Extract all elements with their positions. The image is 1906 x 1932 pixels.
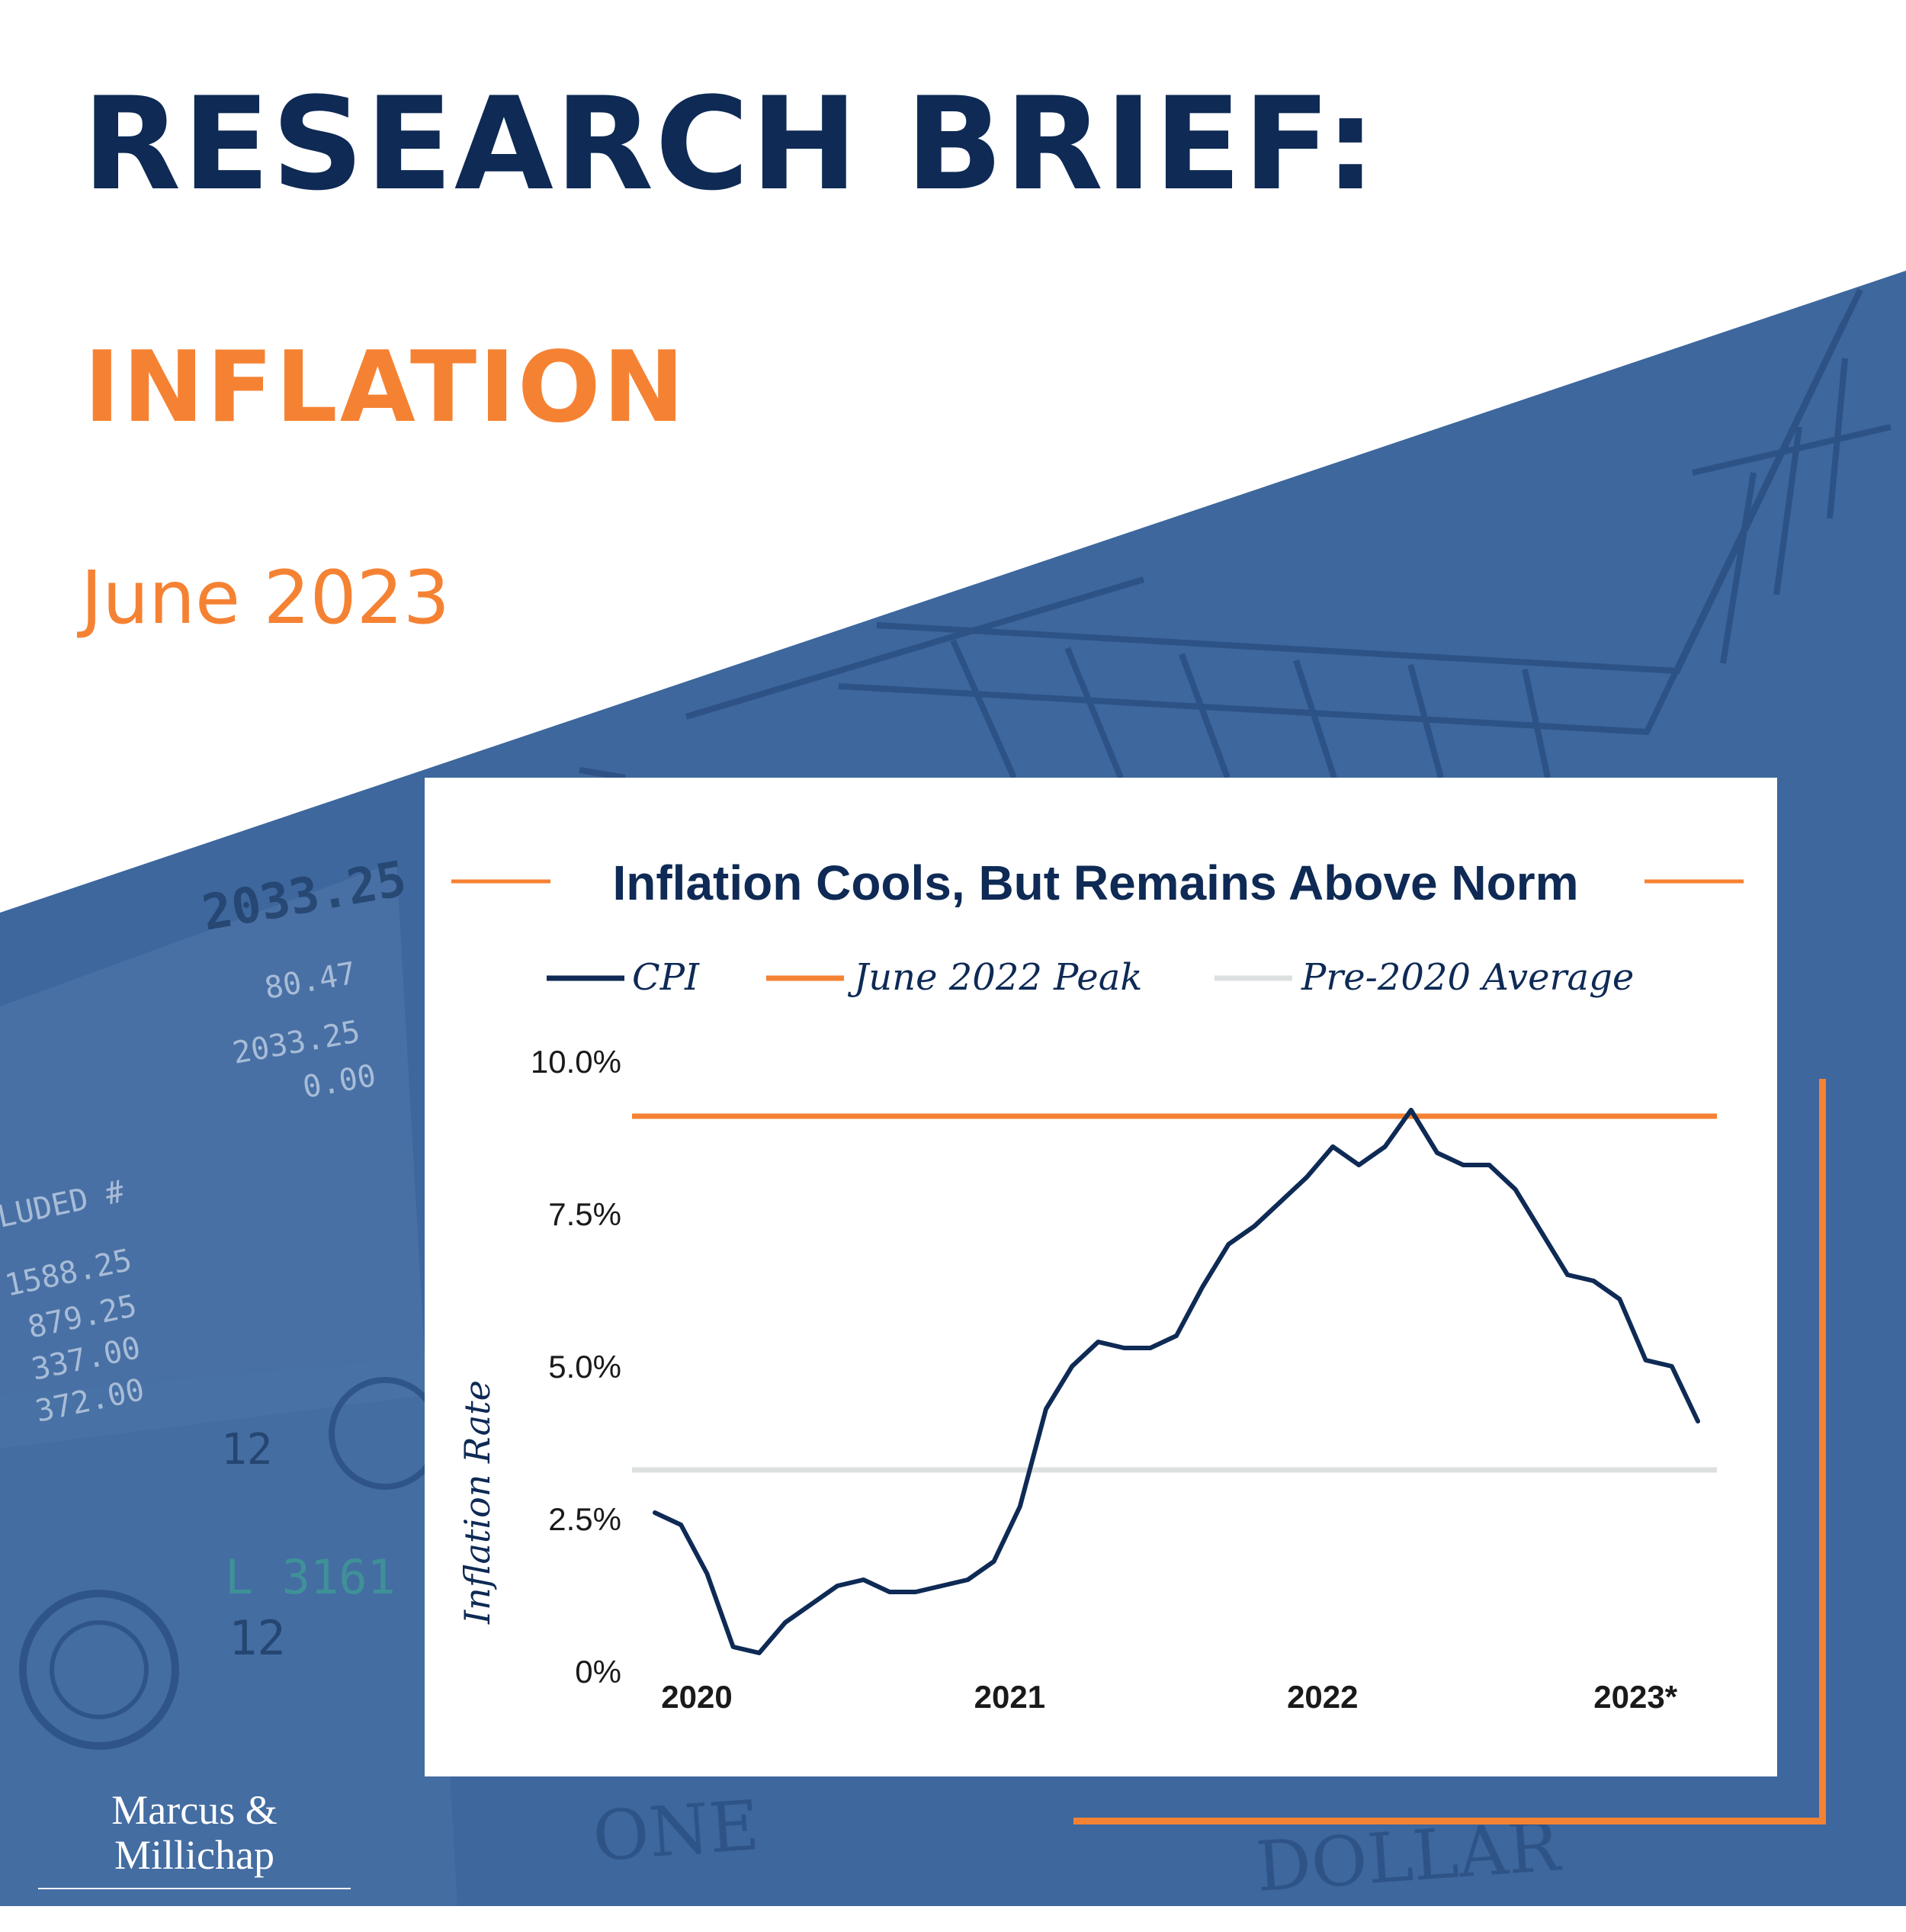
cpi-data-point	[887, 1590, 891, 1593]
x-tick-label: 2023*	[1593, 1679, 1677, 1715]
y-tick-label: 7.5%	[548, 1196, 621, 1232]
cpi-data-point	[1618, 1298, 1622, 1301]
logo-sub-text: STEWART GROUP	[67, 1900, 322, 1931]
cpi-data-point	[1227, 1243, 1231, 1246]
brief-date: June 2023	[81, 555, 450, 640]
cpi-data-point	[992, 1560, 996, 1563]
cpi-data-point	[1018, 1505, 1022, 1508]
cpi-data-point	[1566, 1273, 1569, 1276]
cpi-data-point	[1436, 1151, 1439, 1154]
legend-label-average: Pre-2020 Average	[1301, 956, 1634, 999]
cpi-data-point	[1696, 1420, 1699, 1423]
page-title: RESEARCH BRIEF:	[82, 69, 1378, 219]
cpi-data-point	[1070, 1365, 1074, 1368]
cpi-data-point	[1253, 1224, 1256, 1228]
reference-lines	[632, 1113, 1717, 1473]
corner-bracket-horizontal	[1073, 1818, 1826, 1824]
cpi-data-point	[784, 1621, 787, 1624]
chart-legend: CPI June 2022 Peak Pre-2020 Average	[547, 956, 1634, 999]
corner-bracket-vertical	[1819, 1079, 1826, 1824]
x-tick-label: 2021	[974, 1679, 1045, 1715]
cpi-data-point	[705, 1572, 709, 1575]
cpi-data-point	[1305, 1176, 1308, 1179]
cpi-data-point	[1539, 1231, 1543, 1234]
series-lines	[653, 1108, 1700, 1655]
cpi-data-point	[1592, 1279, 1596, 1282]
cpi-data-point	[1331, 1145, 1335, 1148]
cpi-data-point	[1148, 1346, 1152, 1350]
x-axis-ticks: 2020 2021 2022 2023*	[661, 1679, 1677, 1715]
cpi-data-point	[1383, 1145, 1387, 1148]
chart-title: Inflation Cools, But Remains Above Norm	[612, 855, 1578, 910]
cpi-data-point	[1096, 1340, 1100, 1343]
banknote-serial: L 3161	[225, 1549, 396, 1605]
y-axis-ticks: 0% 2.5% 5.0% 7.5% 10.0%	[531, 1044, 621, 1690]
x-tick-label: 2022	[1287, 1679, 1358, 1715]
receipt-paper	[0, 862, 427, 1449]
cpi-data-point	[1279, 1200, 1282, 1203]
topic-title: INFLATION	[84, 331, 687, 444]
cpi-data-point	[1513, 1188, 1517, 1191]
cpi-data-point	[1670, 1365, 1673, 1368]
banknote-seal-inner	[50, 1620, 149, 1719]
company-logo: Marcus & Millichap STEWART GROUP	[23, 1787, 366, 1932]
cpi-data-point	[1122, 1346, 1126, 1350]
legend-label-cpi: CPI	[632, 956, 700, 999]
chart-card: Inflation Cools, But Remains Above Norm …	[425, 778, 1777, 1776]
banknote-serial-12b: 12	[229, 1610, 286, 1666]
cpi-data-point	[1487, 1163, 1491, 1167]
cpi-data-point	[862, 1578, 865, 1581]
y-tick-label: 5.0%	[548, 1349, 621, 1385]
cpi-data-point	[1357, 1163, 1361, 1167]
x-tick-label: 2020	[661, 1679, 732, 1715]
banknote-area	[0, 1357, 457, 1906]
cpi-data-point	[731, 1645, 735, 1648]
cpi-data-point	[1409, 1109, 1413, 1112]
y-tick-label: 10.0%	[531, 1044, 621, 1080]
series-line-cpi	[653, 1108, 1700, 1655]
inflation-chart: Inflation Cools, But Remains Above Norm …	[451, 855, 1744, 1715]
logo-main-text: Marcus & Millichap	[38, 1787, 351, 1889]
y-tick-label: 0%	[575, 1654, 621, 1690]
banknote-seal	[19, 1590, 179, 1750]
cpi-data-point	[836, 1584, 839, 1587]
cpi-data-point	[653, 1511, 656, 1514]
cart-wires	[579, 288, 1892, 781]
cpi-data-point	[679, 1523, 683, 1526]
cpi-data-point	[966, 1578, 970, 1581]
y-tick-label: 2.5%	[548, 1501, 621, 1537]
cpi-data-point	[1201, 1285, 1205, 1289]
cpi-data-point	[940, 1584, 944, 1587]
cpi-data-point	[810, 1603, 813, 1606]
banknote-serial-12a: 12	[221, 1425, 272, 1475]
cpi-data-point	[914, 1590, 917, 1593]
cpi-data-point	[1644, 1359, 1648, 1362]
cpi-data-point	[1175, 1334, 1178, 1337]
cpi-data-point	[757, 1651, 761, 1654]
legend-label-peak: June 2022 Peak	[847, 956, 1142, 999]
cpi-data-point	[1044, 1407, 1048, 1410]
y-axis-label: Inflation Rate	[457, 1380, 498, 1625]
cpi-data-point	[1462, 1163, 1465, 1167]
banknote-one: ONE	[590, 1786, 762, 1877]
